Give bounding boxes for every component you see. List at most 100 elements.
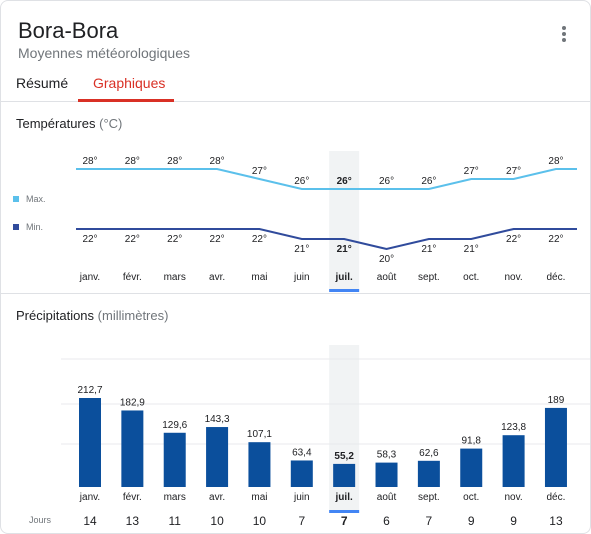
selected-month-highlight-temp (329, 151, 360, 291)
more-options-icon[interactable] (555, 23, 571, 45)
precip-value-label: 182,9 (120, 397, 145, 408)
rain-days-value: 13 (549, 514, 563, 528)
min-temp-label: 22° (82, 234, 97, 245)
temp-month-label: juin (293, 272, 310, 283)
precip-value-label: 91,8 (462, 436, 482, 447)
temp-month-label: août (377, 272, 397, 283)
min-temp-label: 21° (464, 244, 479, 255)
precip-month-label: avr. (209, 492, 225, 503)
max-temp-label: 27° (252, 166, 267, 177)
precip-bar (248, 442, 271, 487)
temp-month-label: nov. (505, 272, 523, 283)
precip-month-label: juil. (335, 492, 353, 503)
precip-value-label: 58,3 (377, 450, 397, 461)
temperature-unit: (°C) (99, 116, 123, 131)
max-temp-label: 28° (82, 156, 97, 167)
rain-days-value: 11 (168, 514, 181, 528)
selected-month-indicator-temp (329, 289, 360, 292)
precip-month-label: mai (251, 492, 267, 503)
precip-value-label: 129,6 (162, 420, 187, 431)
rain-days-value: 9 (468, 514, 475, 528)
tab-graphiques[interactable]: Graphiques (93, 75, 166, 91)
legend-max-label: Max. (26, 194, 46, 204)
max-temp-label: 28° (210, 156, 225, 167)
legend-max-swatch (13, 196, 19, 202)
precip-bar (544, 407, 567, 487)
location-subtitle: Moyennes météorologiques (18, 45, 190, 61)
tab-resume[interactable]: Résumé (16, 75, 69, 91)
legend-min-label: Min. (26, 222, 44, 232)
min-temp-label: 22° (506, 234, 521, 245)
temp-month-label: févr. (123, 272, 142, 283)
temp-month-label: déc. (547, 272, 566, 283)
precip-value-label: 189 (548, 395, 565, 406)
min-temp-label: 22° (252, 234, 267, 245)
min-temp-label: 22° (125, 234, 140, 245)
min-temp-label: 21° (421, 244, 436, 255)
max-temp-label: 27° (506, 166, 521, 177)
min-temperature-line (76, 228, 577, 251)
rain-days-value: 7 (341, 514, 348, 528)
precip-value-label: 143,3 (205, 414, 230, 425)
precip-month-label: juin (293, 492, 310, 503)
location-title: Bora-Bora (18, 18, 119, 43)
temp-month-label: janv. (79, 272, 100, 283)
temp-month-label: mai (251, 272, 267, 283)
max-temperature-line (76, 168, 577, 190)
precip-bar (333, 463, 356, 487)
temperature-section-title: Températures (°C) (16, 116, 122, 131)
rain-days-value: 14 (83, 514, 97, 528)
max-temp-label: 28° (548, 156, 563, 167)
precip-month-label: nov. (505, 492, 523, 503)
temperature-title: Températures (16, 116, 96, 131)
tab-bar: Résumé Graphiques (1, 67, 590, 102)
max-temp-label: 26° (294, 176, 309, 187)
temp-month-label: avr. (209, 272, 225, 283)
precip-bar (121, 410, 144, 487)
precip-month-label: déc. (547, 492, 566, 503)
precip-bar (290, 460, 313, 487)
rain-days-value: 7 (298, 514, 305, 528)
precip-month-label: août (377, 492, 397, 503)
max-temp-label: 27° (464, 166, 479, 177)
max-temp-label: 26° (337, 176, 352, 187)
precip-bar (375, 462, 398, 487)
min-temp-label: 22° (210, 234, 225, 245)
selected-month-indicator-precip (329, 510, 360, 513)
rain-days-value: 7 (426, 514, 433, 528)
section-divider (1, 293, 590, 294)
precipitation-section-title: Précipitations (millimètres) (16, 308, 168, 323)
active-tab-indicator (78, 99, 174, 102)
rain-days-value: 9 (510, 514, 517, 528)
precip-month-label: mars (164, 492, 186, 503)
temp-month-label: juil. (335, 272, 353, 283)
precip-bar (79, 398, 101, 487)
precip-value-label: 107,1 (247, 429, 272, 440)
precip-month-label: janv. (79, 492, 100, 503)
min-temp-label: 22° (167, 234, 182, 245)
min-temp-label: 22° (548, 234, 563, 245)
temp-month-label: oct. (463, 272, 479, 283)
precip-value-label: 62,6 (419, 448, 439, 459)
precip-bar (163, 432, 186, 487)
rain-days-value: 6 (383, 514, 390, 528)
precip-bar (460, 448, 483, 487)
precip-value-label: 123,8 (501, 422, 526, 433)
min-temp-label: 20° (379, 254, 394, 265)
temp-month-label: sept. (418, 272, 440, 283)
min-temp-label: 21° (294, 244, 309, 255)
temp-month-label: mars (164, 272, 186, 283)
precip-bar (502, 435, 525, 487)
max-temp-label: 26° (421, 176, 436, 187)
precip-value-label: 55,2 (334, 451, 354, 462)
rain-days-value: 10 (210, 514, 224, 528)
precip-value-label: 212,7 (77, 385, 102, 396)
precipitation-unit: (millimètres) (97, 308, 169, 323)
precip-month-label: févr. (123, 492, 142, 503)
rain-days-value: 13 (126, 514, 140, 528)
precip-bar (206, 427, 229, 487)
min-temp-label: 21° (337, 244, 352, 255)
precip-month-label: sept. (418, 492, 440, 503)
rain-days-value: 10 (253, 514, 267, 528)
